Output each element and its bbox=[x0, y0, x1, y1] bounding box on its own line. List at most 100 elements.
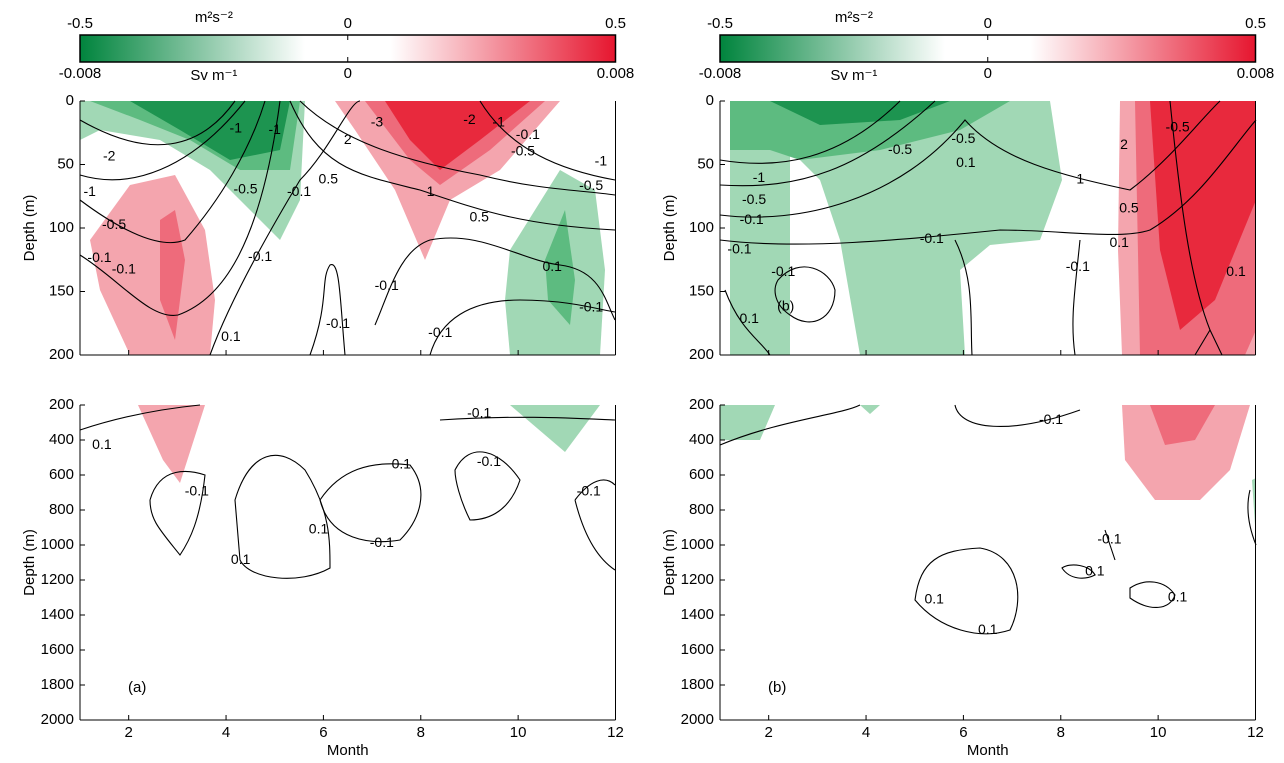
y-axis-label: Depth (m) bbox=[21, 529, 38, 596]
contour-label: 0.1 bbox=[392, 456, 412, 472]
y-tick-label: 600 bbox=[689, 466, 714, 483]
contour-lines bbox=[79, 100, 1257, 635]
y-axis-label: Depth (m) bbox=[21, 195, 38, 262]
x-tick-label: 4 bbox=[222, 724, 230, 741]
y-tick-label: 50 bbox=[697, 155, 714, 172]
contour-label: 1 bbox=[427, 183, 435, 199]
contour-label: -0.1 bbox=[370, 534, 394, 550]
colorbar-tick-label: 0.5 bbox=[605, 15, 626, 32]
contour-label: 0.1 bbox=[739, 310, 759, 326]
y-tick-label: 800 bbox=[689, 501, 714, 518]
y-tick-label: 100 bbox=[689, 219, 714, 236]
colorbar-tick-label: 0.5 bbox=[1245, 15, 1266, 32]
y-tick-label: 2000 bbox=[41, 711, 74, 728]
contour-label: -0.1 bbox=[579, 299, 603, 315]
x-tick-label: 10 bbox=[510, 724, 527, 741]
contour-label: 0.1 bbox=[978, 621, 998, 637]
y-tick-label: 1800 bbox=[681, 676, 714, 693]
contour-label: -0.1 bbox=[1039, 411, 1063, 427]
contour-label: 0.1 bbox=[1109, 234, 1129, 250]
contour-label: -0.1 bbox=[477, 453, 501, 469]
y-tick-label: 400 bbox=[49, 431, 74, 448]
colorbar-unit: m²s⁻² bbox=[835, 9, 873, 26]
contour-label: 0.1 bbox=[924, 591, 944, 607]
contour-label: -0.1 bbox=[326, 315, 350, 331]
y-tick-label: 2000 bbox=[681, 711, 714, 728]
y-tick-label: 1600 bbox=[41, 641, 74, 658]
panel-label: (a) bbox=[128, 679, 146, 696]
y-tick-label: 600 bbox=[49, 466, 74, 483]
x-tick-label: 6 bbox=[319, 724, 327, 741]
contour-label: -0.1 bbox=[740, 211, 764, 227]
contour-label: -2 bbox=[103, 148, 116, 164]
x-tick-label: 6 bbox=[959, 724, 967, 741]
colorbar-tick-label: -0.008 bbox=[59, 65, 102, 82]
y-tick-label: 100 bbox=[49, 219, 74, 236]
y-tick-label: 1800 bbox=[41, 676, 74, 693]
colorbar-unit: Sv m⁻¹ bbox=[190, 67, 237, 84]
x-tick-label: 8 bbox=[1057, 724, 1065, 741]
contour-label: -0.1 bbox=[771, 263, 795, 279]
x-tick-label: 8 bbox=[417, 724, 425, 741]
colorbar-tick-label: -0.5 bbox=[67, 15, 93, 32]
x-tick-label: 2 bbox=[125, 724, 133, 741]
contour-label: -0.5 bbox=[951, 130, 975, 146]
contour-label: -0.1 bbox=[577, 483, 601, 499]
x-tick-label: 12 bbox=[607, 724, 624, 741]
contour-label: -0.1 bbox=[516, 126, 540, 142]
contour-label: 0.1 bbox=[309, 521, 329, 537]
colorbar-tick-label: 0.008 bbox=[597, 65, 635, 82]
y-tick-label: 800 bbox=[49, 501, 74, 518]
y-tick-label: 200 bbox=[689, 396, 714, 413]
contour-label: 1 bbox=[1076, 170, 1084, 186]
colorbar-tick-label: 0.008 bbox=[1237, 65, 1275, 82]
contour-label: -0.1 bbox=[287, 183, 311, 199]
y-tick-label: 1400 bbox=[681, 606, 714, 623]
contour-label: (b) bbox=[777, 297, 794, 313]
y-tick-label: 0 bbox=[706, 92, 714, 109]
contour-label: -0.5 bbox=[579, 177, 603, 193]
contour-label: -1 bbox=[595, 153, 608, 169]
contour-label: -0.1 bbox=[727, 240, 751, 256]
contour-label: -0.5 bbox=[888, 141, 912, 157]
y-tick-label: 1600 bbox=[681, 641, 714, 658]
y-tick-label: 400 bbox=[689, 431, 714, 448]
x-tick-label: 10 bbox=[1150, 724, 1167, 741]
contour-label: -0.1 bbox=[920, 230, 944, 246]
x-tick-label: 4 bbox=[862, 724, 870, 741]
y-tick-label: 50 bbox=[57, 155, 74, 172]
contour-label: -0.5 bbox=[742, 191, 766, 207]
y-tick-label: 150 bbox=[49, 282, 74, 299]
contour-label: 2 bbox=[1120, 136, 1128, 152]
y-axis-label: Depth (m) bbox=[661, 529, 678, 596]
x-tick-label: 12 bbox=[1247, 724, 1264, 741]
contour-label: 0.1 bbox=[92, 436, 112, 452]
colorbar-tick-label: 0 bbox=[984, 15, 992, 32]
contour-label: 0.1 bbox=[956, 154, 976, 170]
contour-label: 0.1 bbox=[1168, 589, 1188, 605]
contour-label: 0.5 bbox=[1119, 200, 1139, 216]
x-axis-label: Month bbox=[967, 742, 1009, 759]
contour-label: -0.1 bbox=[185, 483, 209, 499]
contour-label: 0.1 bbox=[1226, 263, 1246, 279]
colorbar-tick-label: -0.008 bbox=[699, 65, 742, 82]
y-tick-label: 0 bbox=[66, 92, 74, 109]
contour-label: -0.5 bbox=[233, 181, 257, 197]
contour-label: -0.1 bbox=[375, 277, 399, 293]
contour-label: -1 bbox=[84, 183, 97, 199]
contour-label: -1 bbox=[753, 169, 766, 185]
contour-label: -0.5 bbox=[1166, 118, 1190, 134]
contour-label: -0.1 bbox=[428, 324, 452, 340]
contour-label: -0.1 bbox=[1097, 531, 1121, 547]
contour-label: -1 bbox=[492, 113, 505, 129]
contour-label: 0.1 bbox=[231, 551, 251, 567]
contour-label: -0.1 bbox=[1066, 258, 1090, 274]
contour-label: -0.1 bbox=[87, 249, 111, 265]
colorbar-unit: Sv m⁻¹ bbox=[830, 67, 877, 84]
contour-label: 0.5 bbox=[319, 170, 339, 186]
contour-label: -0.1 bbox=[248, 248, 272, 264]
x-tick-label: 2 bbox=[765, 724, 773, 741]
colorbar-tick-label: -0.5 bbox=[707, 15, 733, 32]
contour-label: 0.1 bbox=[542, 258, 562, 274]
